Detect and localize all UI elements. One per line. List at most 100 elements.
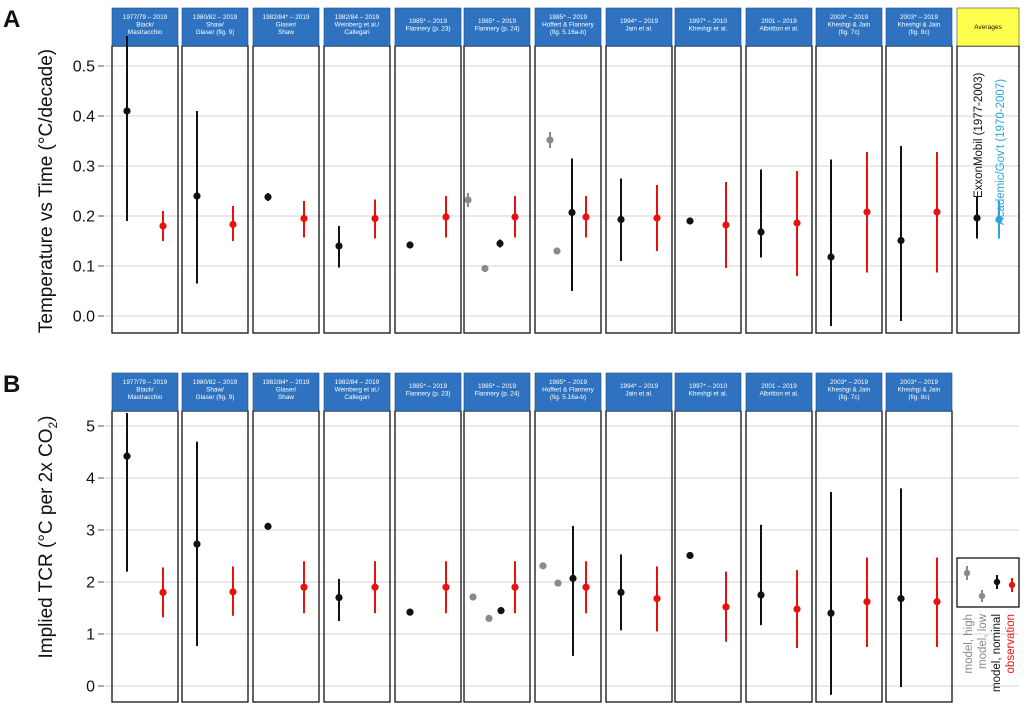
panel-b-study-header-line: Kheshgi et al. (689, 391, 728, 398)
panel-b-study-frame (674, 410, 742, 703)
panel-a-study-header-line: 1994* – 2019 (620, 18, 658, 25)
panel-b-letter: B (3, 371, 20, 398)
panel-b-study-frame (815, 410, 883, 703)
panel-b-y-axis-label-main: Implied TCR (°C per 2x CO (36, 428, 57, 658)
panel-b-observation-point (722, 603, 730, 611)
panel-a-model-nominal-point (568, 208, 576, 217)
panel-b-model-nominal-point (497, 607, 505, 615)
panel-a-model-nominal-point (897, 236, 905, 245)
panel-a-study-header-line: Kheshgi et al. (689, 26, 728, 33)
averages-academic-point (995, 215, 1003, 224)
panel-a-study-header-line: Black/ (136, 22, 154, 29)
panel-a-y-tick-label: 0.5 (73, 59, 95, 76)
averages-frame (956, 45, 1020, 334)
panel-a-study-header (815, 7, 883, 47)
panel-b-y-tick-label: 3 (86, 523, 95, 540)
panel-a-study-frames (111, 45, 953, 334)
legend-b-nominal-mark-dot (993, 578, 1001, 586)
panel-a-study-header-line: Albritton et al. (759, 26, 798, 33)
panel-b-observation-point (793, 605, 801, 613)
panel-a-study-header-line: Jain et al. (625, 26, 653, 33)
panel-b-y-tick-label: 2 (86, 575, 95, 592)
panel-a-model-nominal-point (686, 217, 694, 225)
panel-a-model-nominal-point (264, 193, 272, 201)
panel-b-study-header (111, 372, 179, 412)
panel-a-study-header-line: Weinberg et al./ (335, 22, 380, 29)
panel-a-study-header-line: Hoffert & Flannery (542, 22, 595, 29)
panel-b-model-high-point (539, 562, 547, 570)
panel-a-study-frame (111, 45, 179, 334)
panel-a-y-tick-label: 0.2 (73, 209, 95, 226)
panel-a-study-frame (815, 45, 883, 334)
panel-b-y-tick-label: 1 (86, 627, 95, 644)
panel-b-study-header-line: (fig. 8c) (908, 394, 929, 401)
panel-b-model-nominal-point (406, 608, 414, 616)
panel-a-study-header (252, 7, 320, 47)
panel-b-y-axis-label: Implied TCR (°C per 2x CO2) (36, 415, 60, 658)
panel-a-study-header (885, 7, 953, 47)
panel-b-study-header (394, 372, 462, 412)
panel-b-y-axis-label-sub: 2 (46, 421, 60, 428)
panel-a-study-header-line: 2003* – 2019 (900, 14, 938, 21)
panel-b-study-frames (111, 410, 953, 703)
panel-a-y-ticks: 0.0 0.1 0.2 0.3 0.4 0.5 (73, 59, 104, 326)
panel-a-study-header-line: 1980/82 – 2019 (193, 14, 238, 21)
averages-header-label: Averages (974, 24, 1002, 31)
panel-b-study-header-line: Glaser (fig. 9) (196, 394, 235, 401)
panel-b-study-header-line: Kheshgi & Jain (898, 387, 941, 394)
panel-a-observation-point (300, 214, 308, 223)
panel-b-study-frame (111, 410, 179, 703)
panel-b-study-frame (252, 410, 320, 703)
panel-b-model-low-point (485, 614, 493, 623)
panel-b-study-header-line: 1985* – 2019 (478, 383, 516, 390)
panel-b-marks (123, 413, 941, 695)
panel-a-study-header-line: 1985* – 2019 (549, 14, 587, 21)
panel-a-study-header-line: 1985* – 2019 (478, 18, 516, 25)
panel-a-study-header (674, 7, 742, 47)
panel-a-study-header (394, 7, 462, 47)
panel-a-study-header-line: Glaser/ (276, 22, 297, 29)
panel-b-study-frame (745, 410, 813, 703)
panel-b-study-header-line: 1977/79 – 2019 (123, 379, 168, 386)
panel-b-study-header (323, 372, 391, 412)
legend-b-observation: observation (1005, 614, 1017, 673)
panel-b-study-frame (181, 410, 249, 703)
panel-b-study-frame (463, 410, 531, 703)
panel-a-study-header-line: Shaw/ (206, 22, 224, 29)
averages-marks (973, 196, 1003, 239)
panel-b-model-nominal-point (264, 522, 272, 530)
panel-b-study-header-line: Mastracchio (128, 394, 163, 401)
panel-a-y-tick-label: 0.3 (73, 159, 95, 176)
panel-a-study-header-line: (fig. 7c) (838, 29, 859, 36)
panel-a-study-header-line: Shaw (278, 29, 294, 36)
panel-a-study-header-line: Flannery (p. 23) (405, 26, 450, 33)
panel-b-study-header-line: Hoffert & Flannery (542, 387, 595, 394)
panel-b-study-header-line: Weinberg et al./ (335, 387, 380, 394)
legend-b-high-mark-dot (963, 569, 971, 577)
panel-b-study-header-line: 1982/84* – 2019 (263, 379, 310, 386)
panel-b-study-header-line: (fig. 5.16a-b) (550, 394, 586, 401)
panel-b-study-header-line: 2001 – 2019 (761, 383, 797, 390)
panel-a-study-header-line: Kheshgi & Jain (898, 22, 941, 29)
panel-b-study-frame (605, 410, 673, 703)
panel-a-marks (123, 36, 941, 326)
panel-b-study-header-line: 1997* – 2010 (689, 383, 727, 390)
panel-b-observation-point (933, 598, 941, 606)
panel-a-y-axis-label: Temperature vs Time (°C/decade) (36, 49, 57, 333)
panel-a-grid (105, 65, 1019, 317)
panel-a-observation-point (863, 208, 871, 216)
panel-b-observation-point (300, 583, 308, 591)
panel-b-study-header-line: Shaw (278, 394, 294, 401)
panel-b-study-header-line: (fig. 7c) (838, 394, 859, 401)
panel-b-y-axis-label-close: ) (36, 415, 57, 421)
panel-a-model-nominal-point (496, 239, 504, 248)
panel-a-study-header-line: 1977/79 – 2019 (123, 14, 168, 21)
panel-b-observation-point (653, 595, 661, 603)
panel-a-study-header (181, 7, 249, 47)
panel-a-observation-point (653, 214, 661, 222)
panel-a-study-header-line: Flannery (p. 24) (474, 26, 519, 33)
panel-a-observation-point (582, 213, 590, 221)
legend-b-model-high: model, high (963, 614, 975, 673)
